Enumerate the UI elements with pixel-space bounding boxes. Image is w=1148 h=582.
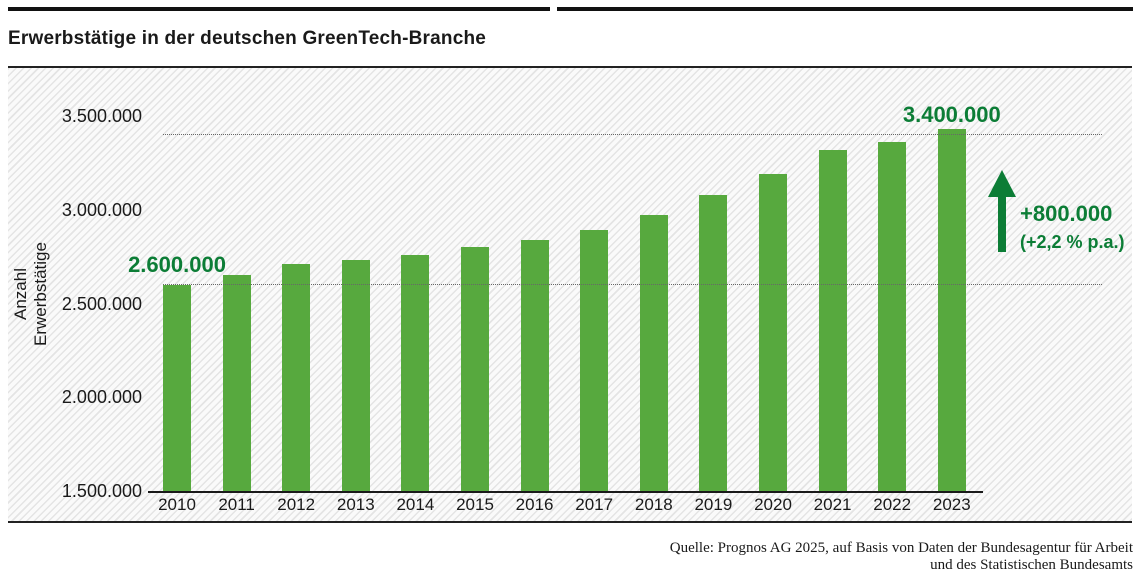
bar-2010 <box>163 284 191 491</box>
growth-rate-label: (+2,2 % p.a.) <box>1020 232 1125 252</box>
y-tick-label: 3.500.000 <box>61 106 142 126</box>
reference-value-label-2023: 3.400.000 <box>902 101 1001 127</box>
reference-line-2010 <box>163 283 1102 285</box>
bar-2015 <box>461 247 489 491</box>
x-axis-line <box>148 491 983 493</box>
x-tick-label-2014: 2014 <box>396 495 435 514</box>
x-tick-label-2023: 2023 <box>932 495 971 514</box>
x-tick-label-2019: 2019 <box>694 495 733 514</box>
chart-title: Erwerbstätige in der deutschen GreenTech… <box>8 28 487 49</box>
y-tick-label: 2.500.000 <box>61 293 142 314</box>
y-tick-label: 2.000.000 <box>61 387 142 408</box>
bar-2016 <box>520 239 549 491</box>
bar-2019 <box>699 194 728 491</box>
x-tick-label-2016: 2016 <box>515 495 554 514</box>
source-line-1: Quelle: Prognos AG 2025, auf Basis von D… <box>669 540 1133 556</box>
growth-arrow-icon <box>988 170 1016 252</box>
y-tick-label: 3.000.000 <box>61 199 142 220</box>
x-tick-label-2017: 2017 <box>575 495 614 514</box>
bar-2011 <box>222 275 251 491</box>
bar-2021 <box>818 149 847 491</box>
reference-line-2023 <box>163 133 1102 135</box>
chart-panel: Anzahl Erwerbstätige 3.500.000 3.000.000 2… <box>8 66 1132 523</box>
y-tick-label: 1.500.000 <box>61 481 142 501</box>
top-rule-right <box>557 7 1133 11</box>
bar-2012 <box>282 264 311 491</box>
x-tick-label-2015: 2015 <box>456 495 494 514</box>
x-tick-label-2018: 2018 <box>634 495 673 514</box>
x-tick-label-2010: 2010 <box>158 495 196 514</box>
bar-2014 <box>401 254 430 491</box>
bar-2020 <box>759 174 787 491</box>
bar-2023 <box>937 129 966 491</box>
x-tick-label-2021: 2021 <box>813 495 852 514</box>
x-tick-label-2011: 2011 <box>218 495 255 514</box>
bar-2013 <box>341 260 370 491</box>
bar-2017 <box>580 230 609 491</box>
reference-value-label-2010: 2.600.000 <box>128 251 226 277</box>
x-tick-label-2020: 2020 <box>754 495 792 514</box>
source-line-2: und des Statistischen Bundesamts <box>930 557 1133 573</box>
x-tick-label-2013: 2013 <box>336 495 375 514</box>
bar-2018 <box>639 215 668 491</box>
top-rule-left <box>8 7 550 11</box>
x-tick-label-2012: 2012 <box>277 495 316 514</box>
growth-delta-label: +800.000 <box>1020 201 1113 226</box>
x-tick-label-2022: 2022 <box>873 495 912 514</box>
bar-2022 <box>878 142 907 491</box>
source-note: Quelle: Prognos AG 2025, auf Basis von D… <box>670 540 1133 574</box>
